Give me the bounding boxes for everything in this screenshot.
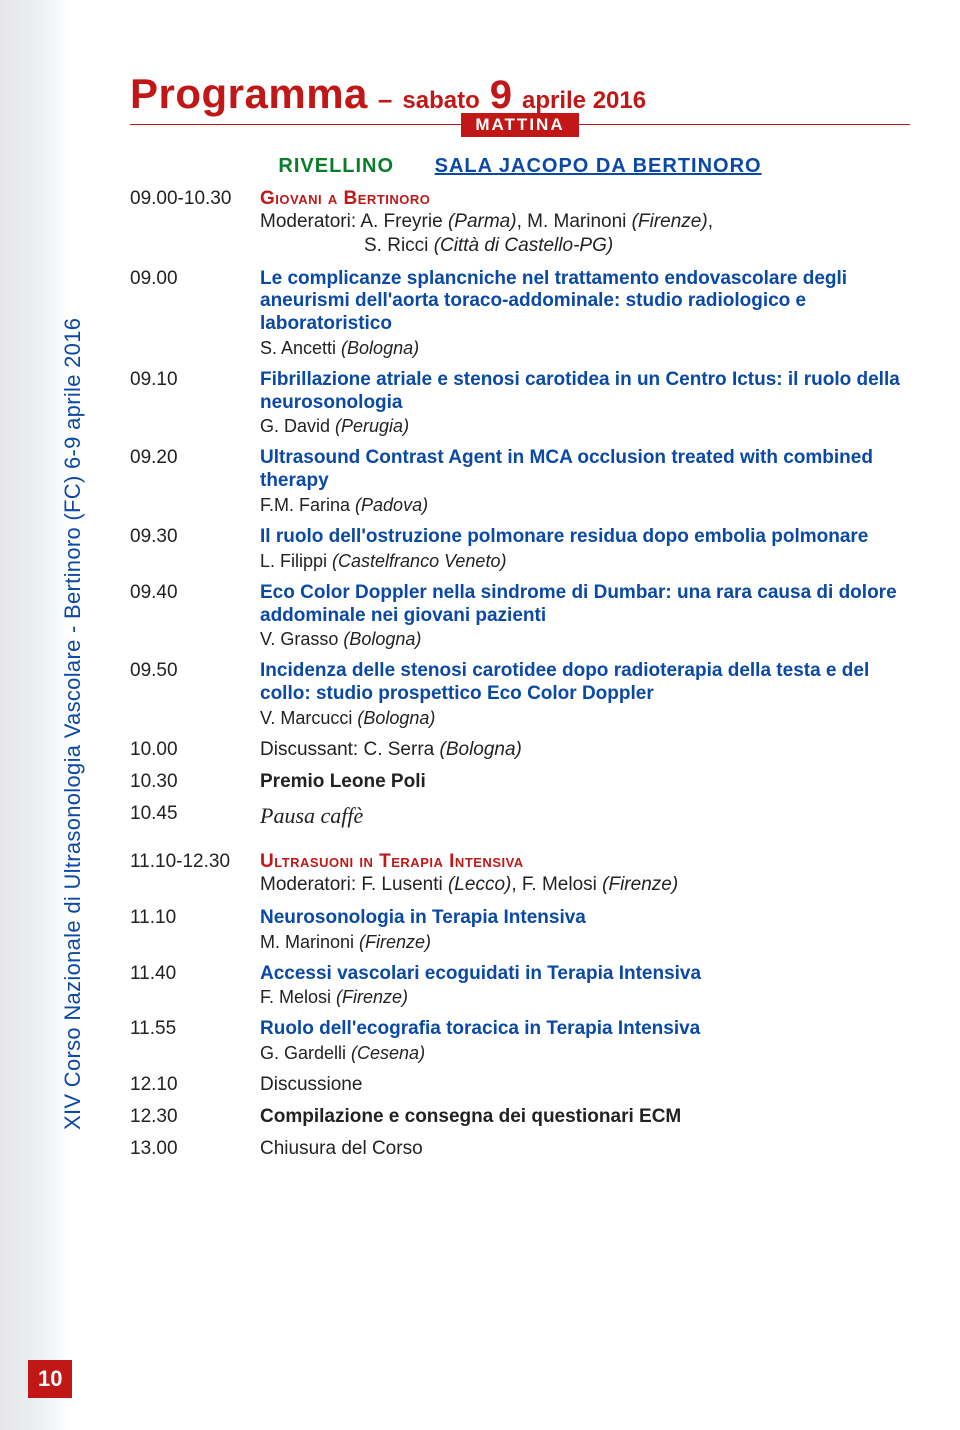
talk-speaker: V. Marcucci (Bologna) xyxy=(260,708,910,729)
mod-text: Moderatori: A. Freyrie xyxy=(260,211,448,232)
talk-row: 09.10Fibrillazione atriale e stenosi car… xyxy=(130,369,910,438)
talk-row: 11.40Accessi vascolari ecoguidati in Ter… xyxy=(130,963,910,1009)
talk-row: 11.55Ruolo dell'ecografia toracica in Te… xyxy=(130,1018,910,1064)
talk-body: Ultrasound Contrast Agent in MCA occlusi… xyxy=(260,447,910,516)
talk-title: Ruolo dell'ecografia toracica in Terapia… xyxy=(260,1018,910,1041)
s2-mod-b-loc: (Firenze) xyxy=(602,874,678,895)
time: 10.45 xyxy=(130,803,260,829)
s2-mod-a: Moderatori: F. Lusenti xyxy=(260,874,448,895)
talk-time: 09.20 xyxy=(130,447,260,516)
talk-time: 11.10 xyxy=(130,907,260,953)
talk-time: 09.40 xyxy=(130,582,260,651)
session2-moderators: Moderatori: F. Lusenti (Lecco), F. Melos… xyxy=(260,873,910,897)
discussant-name: Discussant: C. Serra xyxy=(260,739,440,760)
premio-text: Premio Leone Poli xyxy=(260,771,910,793)
coffee-text: Pausa caffè xyxy=(260,803,910,829)
side-caption: XIV Corso Nazionale di Ultrasonologia Va… xyxy=(60,318,86,1130)
time: 13.00 xyxy=(130,1138,260,1160)
s2-mod-mid: , F. Melosi xyxy=(511,874,602,895)
talk-row: 11.10Neurosonologia in Terapia Intensiva… xyxy=(130,907,910,953)
row-premio: 10.30 Premio Leone Poli xyxy=(130,771,910,793)
room-row: RIVELLINO SALA JACOPO DA BERTINORO xyxy=(130,155,910,178)
talk-row: 09.00Le complicanze splancniche nel trat… xyxy=(130,268,910,359)
page-number: 10 xyxy=(28,1360,72,1398)
talk-speaker: G. Gardelli (Cesena) xyxy=(260,1043,910,1064)
badge-mattina: MATTINA xyxy=(461,113,578,137)
talk-body: Il ruolo dell'ostruzione polmonare resid… xyxy=(260,526,910,572)
talk-title: Fibrillazione atriale e stenosi carotide… xyxy=(260,369,910,415)
session1-title: Giovani a Bertinoro xyxy=(260,188,910,210)
session2-title: Ultrasuoni in Terapia Intensiva xyxy=(260,851,910,873)
talk-body: Eco Color Doppler nella sindrome di Dumb… xyxy=(260,582,910,651)
talk-body: Incidenza delle stenosi carotidee dopo r… xyxy=(260,660,910,729)
session1-time: 09.00-10.30 xyxy=(130,188,260,210)
title-day: sabato xyxy=(402,87,479,115)
row-chiusura: 13.00 Chiusura del Corso xyxy=(130,1138,910,1160)
session1-header: 09.00-10.30 Giovani a Bertinoro xyxy=(130,188,910,210)
mod-mid: , M. Marinoni xyxy=(517,211,632,232)
talk-title: Ultrasound Contrast Agent in MCA occlusi… xyxy=(260,447,910,493)
talk-title: Le complicanze splancniche nel trattamen… xyxy=(260,268,910,336)
row-discussant: 10.00 Discussant: C. Serra (Bologna) xyxy=(130,739,910,761)
talk-row: 09.50Incidenza delle stenosi carotidee d… xyxy=(130,660,910,729)
time: 10.30 xyxy=(130,771,260,793)
talk-title: Neurosonologia in Terapia Intensiva xyxy=(260,907,910,930)
talk-speaker: M. Marinoni (Firenze) xyxy=(260,932,910,953)
ecm-text: Compilazione e consegna dei questionari … xyxy=(260,1106,910,1128)
session1-moderators: Moderatori: A. Freyrie (Parma), M. Marin… xyxy=(260,210,910,258)
talk-speaker: V. Grasso (Bologna) xyxy=(260,629,910,650)
time: 10.00 xyxy=(130,739,260,761)
title-word: Programma xyxy=(130,70,368,118)
discussant-loc: (Bologna) xyxy=(440,739,522,760)
talk-time: 09.10 xyxy=(130,369,260,438)
talk-body: Accessi vascolari ecoguidati in Terapia … xyxy=(260,963,910,1009)
talk-row: 09.20Ultrasound Contrast Agent in MCA oc… xyxy=(130,447,910,516)
row-coffee: 10.45 Pausa caffè xyxy=(130,803,910,829)
talk-body: Le complicanze splancniche nel trattamen… xyxy=(260,268,910,359)
room-jacopo: SALA JACOPO DA BERTINORO xyxy=(435,155,762,178)
talk-row: 09.30Il ruolo dell'ostruzione polmonare … xyxy=(130,526,910,572)
s2-mod-a-loc: (Lecco) xyxy=(448,874,511,895)
row-ecm: 12.30 Compilazione e consegna dei questi… xyxy=(130,1106,910,1128)
talk-title: Incidenza delle stenosi carotidee dopo r… xyxy=(260,660,910,706)
session2-header: 11.10-12.30 Ultrasuoni in Terapia Intens… xyxy=(130,851,910,873)
discussant-text: Discussant: C. Serra (Bologna) xyxy=(260,739,910,761)
talk-speaker: F. Melosi (Firenze) xyxy=(260,987,910,1008)
mod-loc1: (Parma) xyxy=(448,211,517,232)
talk-body: Neurosonologia in Terapia IntensivaM. Ma… xyxy=(260,907,910,953)
discussione-text: Discussione xyxy=(260,1074,910,1096)
time: 12.10 xyxy=(130,1074,260,1096)
talk-time: 11.55 xyxy=(130,1018,260,1064)
mod-line2a: S. Ricci xyxy=(364,235,434,256)
talk-speaker: G. David (Perugia) xyxy=(260,416,910,437)
title-dash: – xyxy=(378,84,392,115)
title-rest: aprile 2016 xyxy=(522,87,646,115)
talk-title: Eco Color Doppler nella sindrome di Dumb… xyxy=(260,582,910,628)
talk-speaker: L. Filippi (Castelfranco Veneto) xyxy=(260,551,910,572)
row-discussione: 12.10 Discussione xyxy=(130,1074,910,1096)
talk-body: Fibrillazione atriale e stenosi carotide… xyxy=(260,369,910,438)
talk-speaker: F.M. Farina (Padova) xyxy=(260,495,910,516)
page-title: Programma – sabato 9 aprile 2016 xyxy=(130,70,910,118)
talk-time: 09.50 xyxy=(130,660,260,729)
title-daynum: 9 xyxy=(490,73,512,118)
mod-line2b: (Città di Castello-PG) xyxy=(434,235,614,256)
talk-title: Accessi vascolari ecoguidati in Terapia … xyxy=(260,963,910,986)
main-content: Programma – sabato 9 aprile 2016 MATTINA… xyxy=(130,70,910,1160)
talk-speaker: S. Ancetti (Bologna) xyxy=(260,338,910,359)
mod-loc2: (Firenze) xyxy=(632,211,708,232)
talk-time: 09.00 xyxy=(130,268,260,359)
talk-title: Il ruolo dell'ostruzione polmonare resid… xyxy=(260,526,910,549)
talk-time: 09.30 xyxy=(130,526,260,572)
time: 12.30 xyxy=(130,1106,260,1128)
chiusura-text: Chiusura del Corso xyxy=(260,1138,910,1160)
talk-row: 09.40Eco Color Doppler nella sindrome di… xyxy=(130,582,910,651)
room-rivellino: RIVELLINO xyxy=(278,155,394,178)
talk-body: Ruolo dell'ecografia toracica in Terapia… xyxy=(260,1018,910,1064)
talk-time: 11.40 xyxy=(130,963,260,1009)
session2-time: 11.10-12.30 xyxy=(130,851,260,873)
